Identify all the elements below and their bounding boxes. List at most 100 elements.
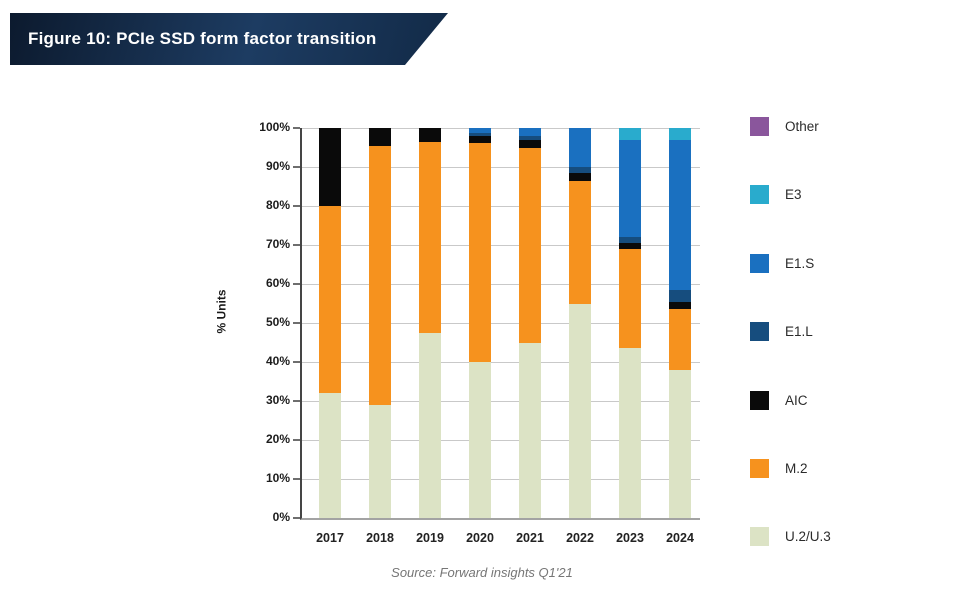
y-axis-tick [293,517,300,519]
legend-item-aic: AIC [750,390,808,410]
bar-segment-e1-l [469,133,491,137]
y-tick-label: 50% [265,315,290,329]
legend-swatch [750,117,769,136]
y-tick-label: 80% [265,198,290,212]
y-axis-tick [293,283,300,285]
grid-line [302,127,700,129]
bar-segment-m-2 [669,309,691,370]
y-tick-label: 70% [265,237,290,251]
legend-label: E1.S [785,255,815,271]
source-note: Source: Forward insights Q1'21 [391,565,573,580]
bar-segment-e1-l [619,237,641,244]
bar-segment-u-2-u-3 [669,369,691,518]
bar-segment-m-2 [319,206,341,394]
grid-line [302,244,700,246]
y-tick-label: 30% [265,393,290,407]
bar-segment-u-2-u-3 [619,348,641,518]
bar-segment-aic [469,136,491,143]
bar-segment-u-2-u-3 [319,393,341,518]
legend-item-u-2-u-3: U.2/U.3 [750,527,831,547]
y-axis-tick [293,361,300,363]
grid-line [302,478,700,480]
plot-area: 0% 10% 20% 30% 40% 50% 60% 70% 80% 90% 100% 2017 201… [259,120,700,545]
bar-segment-e1-s [619,139,641,238]
legend-swatch [750,459,769,478]
bar-segment-u-2-u-3 [569,303,591,518]
grid-line [302,322,700,324]
legend-item-m-2: M.2 [750,459,808,478]
x-tick-label: 2020 [466,531,494,545]
bar-segment-u-2-u-3 [469,362,491,518]
bar-2019 [419,128,441,518]
legend-label: Other [785,119,819,134]
bar-segment-u-2-u-3 [519,342,541,518]
bar-segment-e1-l [669,289,691,302]
bar-2021 [519,128,541,518]
x-tick-label: 2017 [316,531,344,545]
grid-line [302,205,700,207]
bar-segment-aic [419,128,441,142]
x-tick-label: 2019 [416,531,444,545]
bar-2024 [669,128,691,518]
y-axis-tick [293,127,300,129]
bar-segment-m-2 [519,147,541,343]
grid-line [302,400,700,402]
bar-segment-e1-l [519,135,541,140]
legend-label: M.2 [785,461,808,476]
grid-line [302,283,700,285]
bar-segment-e1-l [569,167,591,173]
bar-segment-aic [319,128,341,207]
y-axis-tick [293,400,300,402]
legend-label: E3 [785,187,802,203]
bar-segment-e3 [619,128,641,140]
figure-title: Figure 10: PCIe SSD form factor transiti… [28,29,377,48]
y-tick-label: 60% [265,276,290,290]
y-tick-label: 90% [265,159,290,173]
bar-2022 [569,128,591,518]
legend-item-e1-l: E1.L [750,322,813,342]
x-tick-label: 2018 [366,531,394,545]
y-axis-tick [293,478,300,480]
legend-label: E1.L [785,324,813,340]
x-tick-label: 2023 [616,531,644,545]
grid-line [302,361,700,363]
y-tick-label: 40% [265,354,290,368]
legend-swatch [750,185,769,205]
bar-segment-aic [369,128,391,146]
x-tick-label: 2024 [666,531,694,545]
y-tick-label: 100% [259,120,290,134]
legend-item-e3: E3 [750,185,802,205]
bar-2020 [469,128,491,518]
legend-item-e1-s: E1.S [750,253,815,273]
legend-swatch [750,527,769,547]
y-tick-label: 0% [272,510,290,524]
bar-segment-aic [569,172,591,181]
chart-legend: Other E3 E1.S E1.L AIC M.2 U.2/U.3 [750,117,970,557]
y-axis-tick [293,205,300,207]
figure-title-banner: Figure 10: PCIe SSD form factor transiti… [10,13,448,65]
x-tick-label: 2022 [566,531,594,545]
bar-segment-m-2 [619,248,641,349]
bar-segment-m-2 [469,142,491,362]
bar-segment-e1-s [469,128,491,134]
y-tick-label: 10% [265,471,290,485]
bar-2018 [369,128,391,518]
bar-segment-m-2 [369,145,391,405]
y-tick-label: 20% [265,432,290,446]
legend-swatch [750,253,769,273]
legend-label: U.2/U.3 [785,529,831,545]
legend-item-other: Other [750,117,819,136]
bar-segment-e3 [669,128,691,140]
bar-segment-aic [619,243,641,249]
bar-segment-e1-s [669,139,691,290]
legend-swatch [750,390,769,410]
y-axis-tick [293,322,300,324]
bar-segment-e1-s [519,128,541,136]
bar-segment-m-2 [569,180,591,304]
y-axis-tick [293,166,300,168]
bar-2023 [619,128,641,518]
bar-segment-aic [669,301,691,310]
y-axis-tick [293,439,300,441]
bar-segment-u-2-u-3 [419,332,441,518]
grid-line [302,166,700,168]
